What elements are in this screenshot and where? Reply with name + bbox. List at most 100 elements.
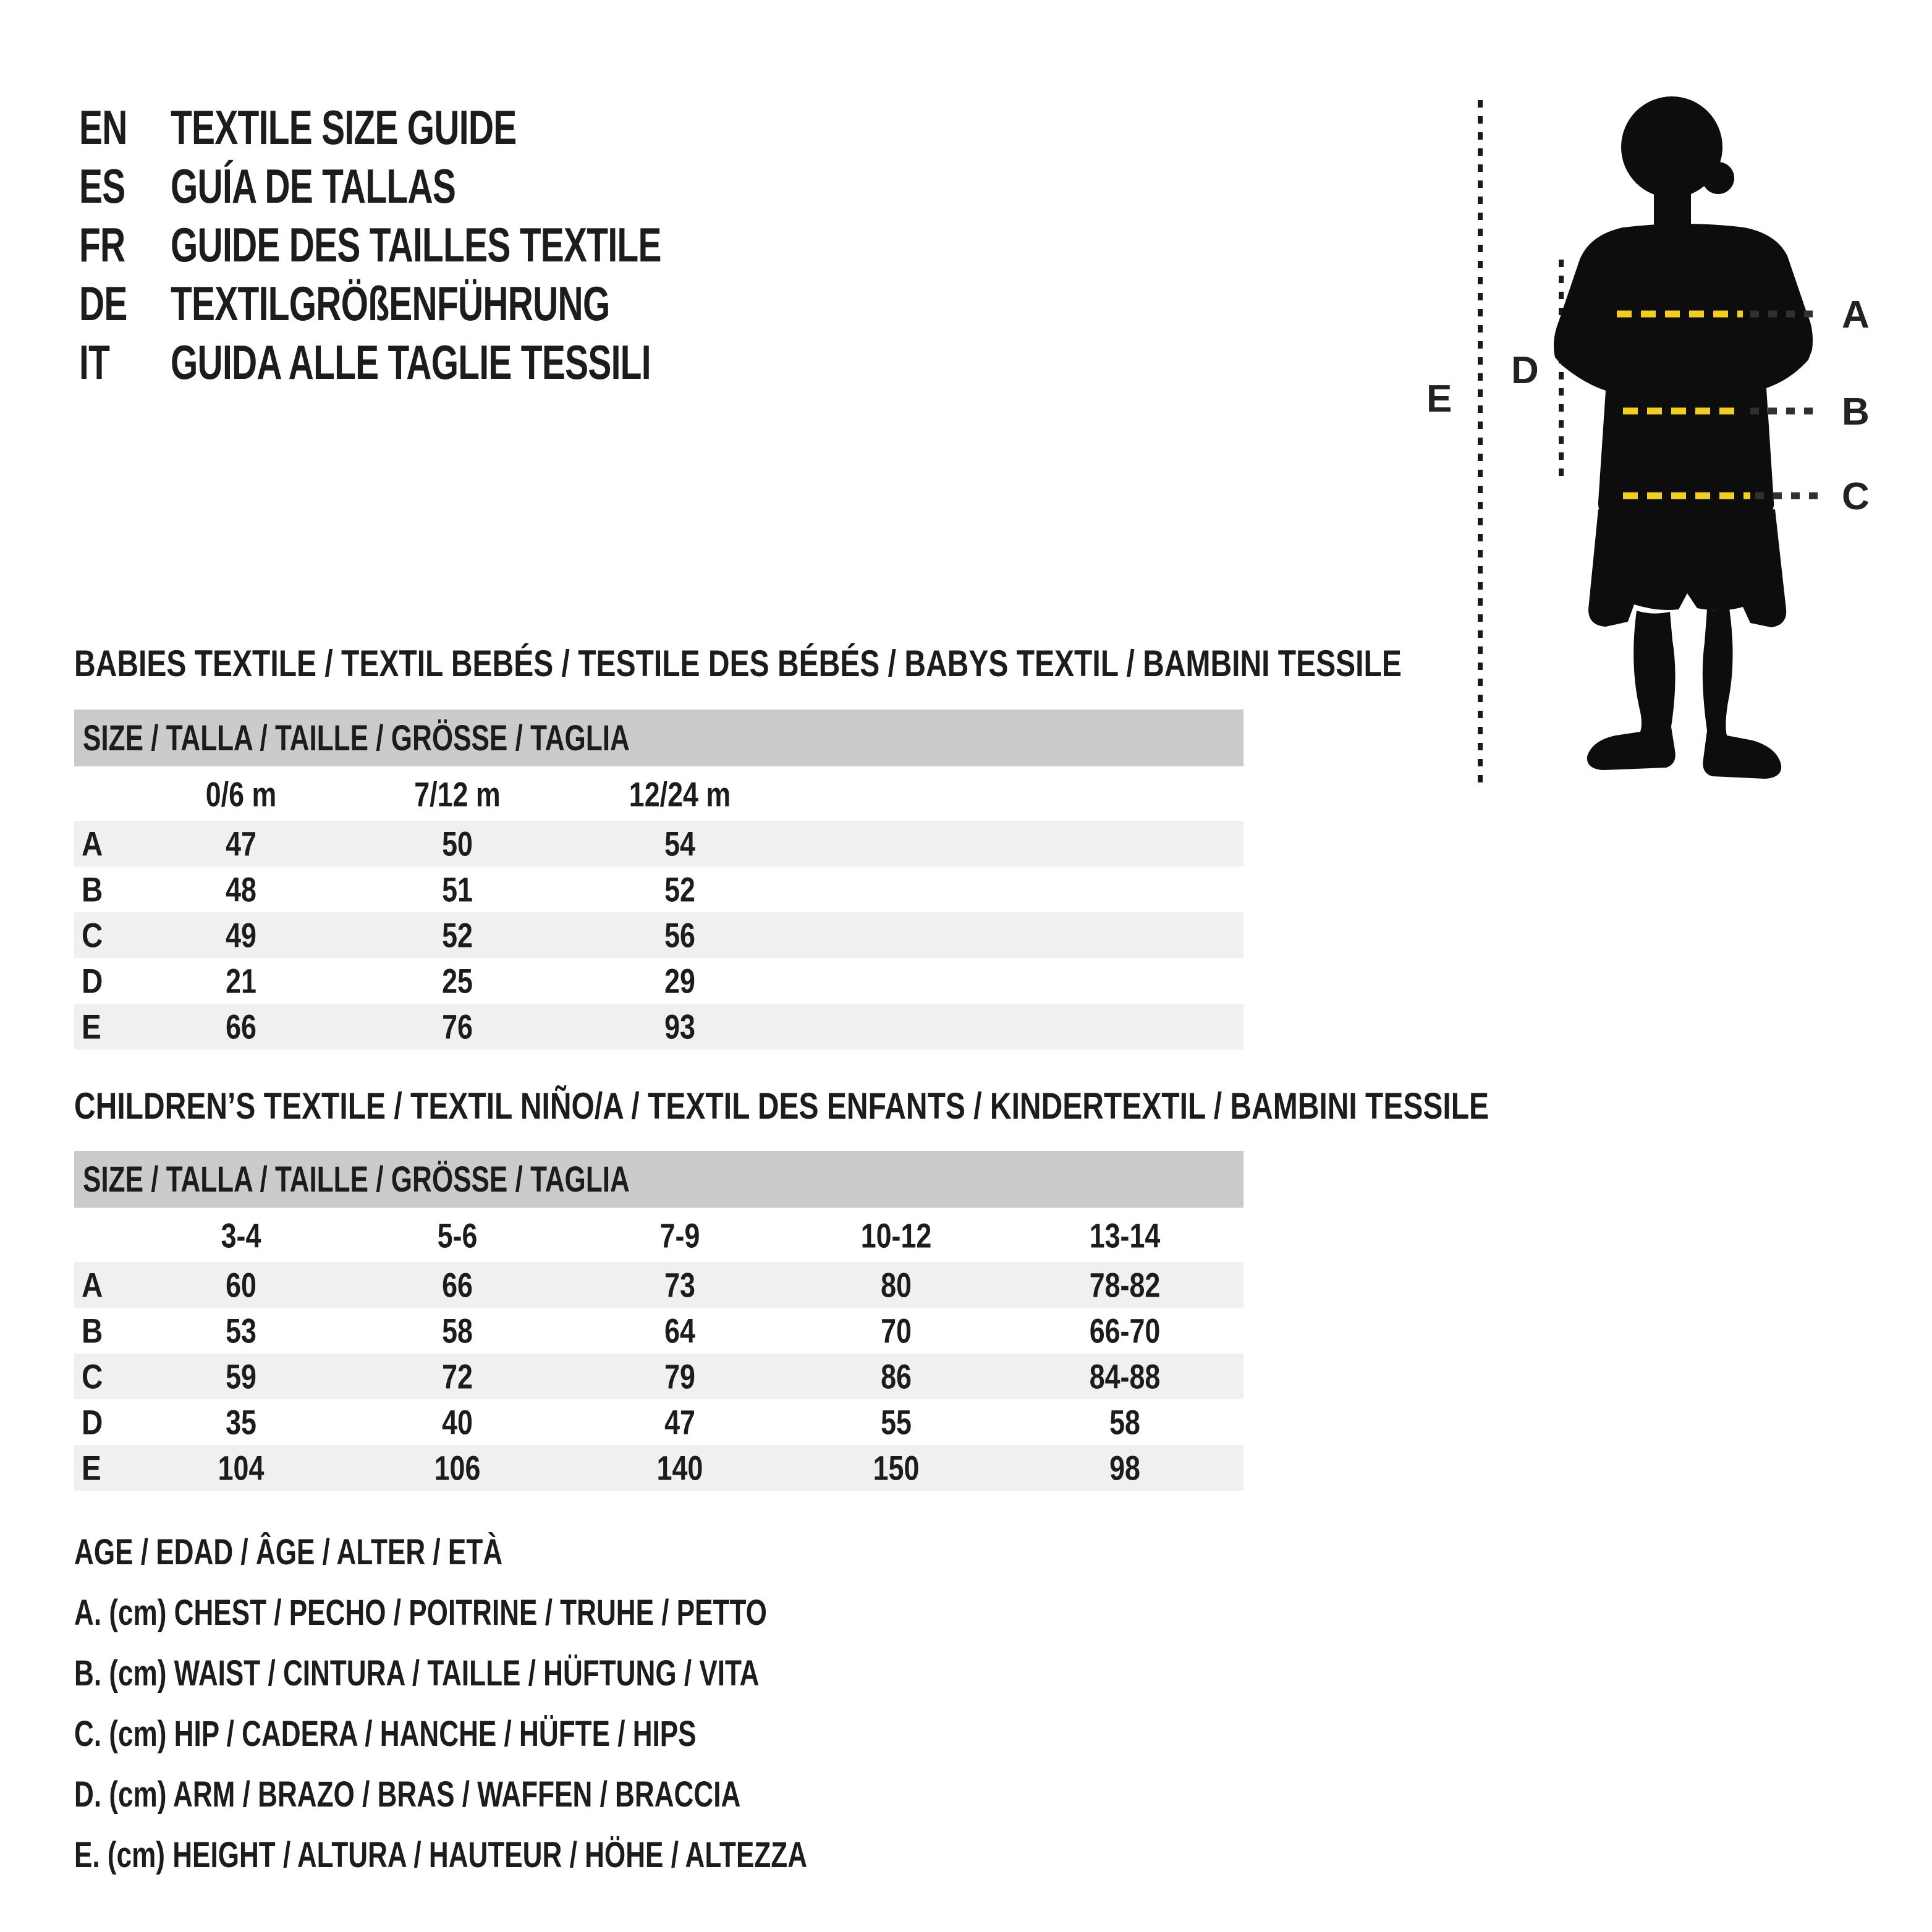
cell: 79 [664, 1357, 695, 1396]
cell: 21 [226, 961, 256, 1001]
row-label: A [82, 824, 103, 863]
marker-label-arm: D [1511, 349, 1539, 392]
language-row-de: DE TEXTILGRÖßENFÜHRUNG [79, 274, 772, 333]
babies-heading: BABIES TEXTILE / TEXTIL BEBÉS / TESTILE … [74, 643, 1402, 684]
language-row-en: EN TEXTILE SIZE GUIDE [79, 98, 644, 157]
cell: 50 [442, 824, 473, 863]
silhouette-shirt [1554, 224, 1813, 518]
cell: 56 [664, 915, 695, 955]
language-row-es: ES GUÍA DE TALLAS [79, 156, 561, 216]
cell: 98 [1109, 1448, 1140, 1488]
language-title: TEXTILGRÖßENFÜHRUNG [171, 276, 610, 331]
babies-column-header: 12/24 m [629, 774, 731, 814]
cell: 66-70 [1089, 1311, 1161, 1350]
cell: 73 [664, 1265, 695, 1305]
cell: 150 [873, 1448, 920, 1488]
row-label: B [82, 1311, 103, 1350]
cell: 72 [442, 1357, 473, 1396]
children-column-header: 7-9 [659, 1216, 700, 1255]
language-code: FR [79, 217, 125, 272]
silhouette-neck [1654, 167, 1691, 235]
cell: 76 [442, 1007, 473, 1046]
row-label: C [82, 915, 103, 955]
legend-line-waist: B. (cm) WAIST / CINTURA / TAILLE / HÜFTU… [74, 1653, 760, 1693]
babies-row-c: C 49 52 56 [74, 912, 1244, 958]
cell: 58 [1109, 1402, 1140, 1442]
silhouette-left-leg [1587, 611, 1676, 770]
children-column-header-row: 3-4 5-6 7-9 10-12 13-14 [74, 1209, 1244, 1262]
children-row-c: C 59 72 79 86 84-88 [74, 1354, 1244, 1399]
language-title: TEXTILE SIZE GUIDE [171, 100, 517, 155]
row-label: E [82, 1448, 101, 1488]
marker-label-chest: A [1842, 294, 1870, 336]
children-row-d: D 35 40 47 55 58 [74, 1399, 1244, 1445]
cell: 47 [664, 1402, 695, 1442]
cell: 48 [226, 870, 256, 909]
silhouette-shorts [1588, 509, 1787, 627]
language-title: GUIDE DES TAILLES TEXTILE [171, 217, 661, 272]
children-heading: CHILDREN’S TEXTILE / TEXTIL NIÑO/A / TEX… [74, 1085, 1489, 1127]
cell: 140 [656, 1448, 703, 1488]
language-title: GUÍA DE TALLAS [171, 158, 456, 213]
row-label: C [82, 1357, 103, 1396]
cell: 52 [442, 915, 473, 955]
row-label: E [82, 1007, 101, 1046]
legend-line-height: E. (cm) HEIGHT / ALTURA / HAUTEUR / HÖHE… [74, 1835, 808, 1875]
silhouette-right-leg [1702, 608, 1782, 779]
children-row-e: E 104 106 140 150 98 [74, 1445, 1244, 1491]
language-row-fr: FR GUIDE DES TAILLES TEXTILE [79, 215, 842, 274]
cell: 84-88 [1089, 1357, 1161, 1396]
language-title: GUIDA ALLE TAGLIE TESSILI [171, 334, 651, 389]
marker-label-waist: B [1842, 391, 1870, 433]
legend-line-age: AGE / EDAD / ÂGE / ALTER / ETÀ [74, 1532, 503, 1572]
children-row-b: B 53 58 64 70 66-70 [74, 1308, 1244, 1354]
children-column-header: 3-4 [221, 1216, 261, 1255]
cell: 80 [881, 1265, 912, 1305]
babies-column-header: 7/12 m [414, 774, 501, 814]
children-column-header: 10-12 [860, 1216, 932, 1255]
babies-row-b: B 48 51 52 [74, 866, 1244, 912]
silhouette-ear [1702, 162, 1734, 194]
babies-row-d: D 21 25 29 [74, 958, 1244, 1004]
babies-column-header-row: 0/6 m 7/12 m 12/24 m [74, 768, 1244, 821]
language-row-it: IT GUIDA ALLE TAGLIE TESSILI [79, 333, 828, 392]
cell: 54 [664, 824, 695, 863]
legend-line-chest: A. (cm) CHEST / PECHO / POITRINE / TRUHE… [74, 1593, 767, 1633]
language-code: EN [79, 100, 127, 155]
cell: 66 [442, 1265, 473, 1305]
cell: 70 [881, 1311, 912, 1350]
child-silhouette-icon [1554, 96, 1813, 779]
cell: 66 [226, 1007, 256, 1046]
children-size-header-bar: SIZE / TALLA / TAILLE / GRÖSSE / TAGLIA [74, 1151, 1244, 1208]
cell: 104 [218, 1448, 265, 1488]
cell: 78-82 [1089, 1265, 1161, 1305]
cell: 51 [442, 870, 473, 909]
cell: 86 [881, 1357, 912, 1396]
children-row-a: A 60 66 73 80 78-82 [74, 1262, 1244, 1308]
cell: 52 [664, 870, 695, 909]
babies-column-header: 0/6 m [205, 774, 277, 814]
cell: 93 [664, 1007, 695, 1046]
children-column-header: 13-14 [1089, 1216, 1161, 1255]
cell: 25 [442, 961, 473, 1001]
measurement-figure: A B C D E [1426, 96, 1870, 785]
legend-line-arm: D. (cm) ARM / BRAZO / BRAS / WAFFEN / BR… [74, 1774, 741, 1815]
babies-row-e: E 66 76 93 [74, 1004, 1244, 1049]
cell: 60 [226, 1265, 256, 1305]
row-label: D [82, 1402, 103, 1442]
cell: 59 [226, 1357, 256, 1396]
cell: 106 [434, 1448, 481, 1488]
row-label: D [82, 961, 103, 1001]
cell: 47 [226, 824, 256, 863]
legend-line-hip: C. (cm) HIP / CADERA / HANCHE / HÜFTE / … [74, 1714, 697, 1754]
children-size-header-text: SIZE / TALLA / TAILLE / GRÖSSE / TAGLIA [83, 1159, 630, 1200]
cell: 64 [664, 1311, 695, 1350]
row-label: A [82, 1265, 103, 1305]
language-code: ES [79, 158, 125, 213]
cell: 29 [664, 961, 695, 1001]
silhouette-head [1621, 96, 1722, 198]
marker-label-height: E [1426, 378, 1452, 420]
language-code: IT [79, 334, 110, 389]
cell: 35 [226, 1402, 256, 1442]
